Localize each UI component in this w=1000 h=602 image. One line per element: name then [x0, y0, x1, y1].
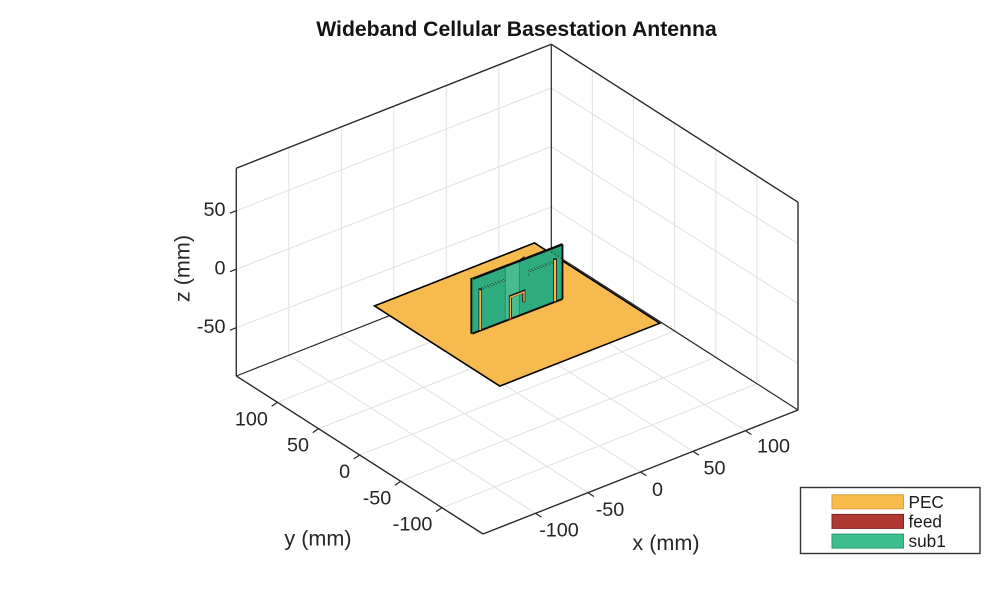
- svg-text:x (mm): x (mm): [632, 530, 699, 555]
- svg-text:PEC: PEC: [909, 492, 944, 512]
- svg-text:-50: -50: [197, 316, 226, 338]
- svg-text:feed: feed: [909, 512, 942, 532]
- svg-text:-100: -100: [539, 520, 579, 542]
- svg-text:0: 0: [214, 257, 225, 279]
- svg-text:sub1: sub1: [909, 531, 946, 551]
- svg-text:0: 0: [339, 461, 350, 483]
- svg-text:Wideband Cellular Basestation: Wideband Cellular Basestation Antenna: [316, 18, 717, 41]
- svg-text:50: 50: [287, 435, 309, 457]
- svg-text:50: 50: [203, 199, 225, 221]
- svg-text:z (mm): z (mm): [169, 235, 194, 302]
- svg-text:50: 50: [703, 457, 725, 479]
- svg-text:-50: -50: [363, 487, 392, 509]
- svg-text:-50: -50: [596, 499, 625, 521]
- svg-text:0: 0: [652, 479, 663, 501]
- svg-text:-100: -100: [393, 514, 433, 536]
- svg-text:100: 100: [235, 408, 268, 430]
- svg-text:y (mm): y (mm): [284, 526, 351, 551]
- svg-text:100: 100: [757, 436, 790, 458]
